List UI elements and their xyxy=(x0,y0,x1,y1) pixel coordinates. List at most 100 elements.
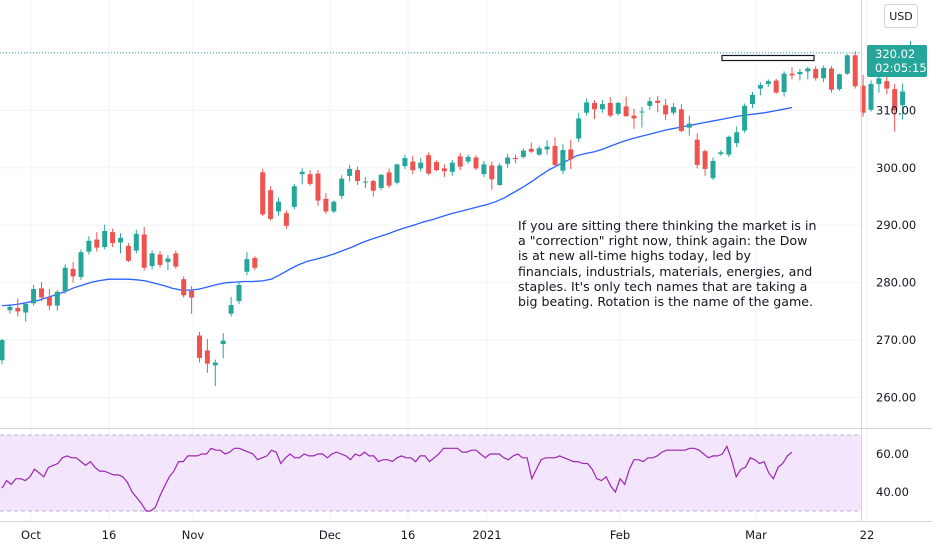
candle-body xyxy=(520,150,526,157)
candle-body xyxy=(197,335,202,358)
candle-body xyxy=(315,173,321,201)
candle-body xyxy=(426,155,432,174)
candle-body xyxy=(149,253,155,267)
candle-body xyxy=(655,100,661,103)
moving-average-layer xyxy=(1,106,793,307)
candle-body xyxy=(536,148,542,155)
candle-body xyxy=(276,201,281,212)
currency-button[interactable]: USD xyxy=(884,4,918,28)
rsi-tick-label: 60.00 xyxy=(876,447,909,461)
candle-body xyxy=(204,350,210,364)
candle-body xyxy=(694,139,700,165)
candle-body xyxy=(465,156,471,162)
candle-body xyxy=(742,105,748,131)
candle-body xyxy=(54,291,60,306)
candle-body xyxy=(718,152,724,155)
candle-body xyxy=(15,307,21,312)
candle-body xyxy=(544,146,550,150)
candle-body xyxy=(773,80,779,93)
candle-body xyxy=(892,89,898,111)
candle-body xyxy=(568,149,574,160)
candle-body xyxy=(528,148,534,152)
candle-body xyxy=(268,190,274,219)
candle-body xyxy=(133,233,139,251)
candle-body xyxy=(299,171,305,175)
drawn-rectangle xyxy=(721,54,815,62)
candles-layer xyxy=(0,40,913,387)
candle-body xyxy=(141,234,147,268)
price-scale[interactable]: 260.00 270.00 280.00 290.00 300.00 310.00 xyxy=(876,103,916,404)
candle-body xyxy=(631,115,637,119)
candle-body xyxy=(110,232,116,244)
time-tick-label: Feb xyxy=(610,528,630,542)
candle-body xyxy=(497,165,503,186)
price-tick-label: 260.00 xyxy=(876,391,916,405)
candle-body xyxy=(7,306,13,311)
price-tick-label: 270.00 xyxy=(876,333,916,347)
candle-body xyxy=(481,164,487,175)
candle-body xyxy=(457,156,463,167)
candle-body xyxy=(220,340,226,345)
candle-body xyxy=(821,67,827,79)
candle-body xyxy=(31,288,37,304)
bar-countdown: 02:05:15 xyxy=(875,61,927,75)
candle-body xyxy=(789,73,795,76)
chart-annotation-note[interactable]: If you are sitting there thinking the ma… xyxy=(518,218,817,310)
candle-body xyxy=(434,162,439,171)
rsi-tick-label: 40.00 xyxy=(876,485,909,499)
candle-body xyxy=(647,101,653,106)
price-tick-label: 280.00 xyxy=(876,276,916,290)
time-tick-label: Dec xyxy=(319,528,341,542)
candle-body xyxy=(441,168,447,172)
candle-body xyxy=(599,104,605,110)
candle-body xyxy=(781,73,787,93)
candle-body xyxy=(726,136,732,155)
candle-body xyxy=(189,290,195,298)
price-tick-label: 300.00 xyxy=(876,161,916,175)
candle-body xyxy=(347,168,353,176)
candle-body xyxy=(663,105,669,115)
candle-body xyxy=(86,240,92,252)
rsi-scale[interactable]: 40.00 60.00 xyxy=(876,447,909,499)
candle-body xyxy=(678,109,684,132)
candle-body xyxy=(244,259,250,272)
candle-body xyxy=(860,85,866,113)
rsi-line xyxy=(1,445,793,512)
candle-body xyxy=(23,303,29,313)
candle-body xyxy=(505,157,511,164)
candle-body xyxy=(228,305,234,314)
candle-body xyxy=(362,181,368,183)
candle-body xyxy=(0,340,5,361)
candle-body xyxy=(355,170,360,182)
candle-body xyxy=(615,102,621,114)
candle-body xyxy=(876,78,882,84)
candle-body xyxy=(734,132,740,144)
candle-body xyxy=(323,198,329,212)
candle-body xyxy=(410,161,416,171)
candle-body xyxy=(473,157,479,169)
candle-body xyxy=(394,164,400,183)
rsi-panel xyxy=(0,434,861,512)
candle-body xyxy=(797,71,803,75)
time-tick-label: 16 xyxy=(401,528,416,542)
candle-body xyxy=(757,85,763,89)
time-scale[interactable]: Oct 16 Nov Dec 16 2021 Feb Mar 22 xyxy=(21,528,874,542)
candle-body xyxy=(805,68,811,72)
candle-body xyxy=(173,253,179,267)
candle-body xyxy=(46,297,52,306)
last-price-badge: 320.02 02:05:15 xyxy=(867,45,927,77)
candle-body xyxy=(102,230,108,248)
candle-body xyxy=(671,106,676,113)
rsi-band xyxy=(0,435,861,511)
candle-body xyxy=(125,245,131,261)
candle-body xyxy=(576,118,582,139)
price-tick-label: 290.00 xyxy=(876,218,916,232)
candle-body xyxy=(765,81,771,84)
candle-body xyxy=(552,146,558,165)
last-price-value: 320.02 xyxy=(875,47,916,61)
candle-body xyxy=(513,158,518,160)
candle-body xyxy=(418,162,424,169)
candle-body xyxy=(39,288,44,298)
candle-body xyxy=(884,81,890,89)
